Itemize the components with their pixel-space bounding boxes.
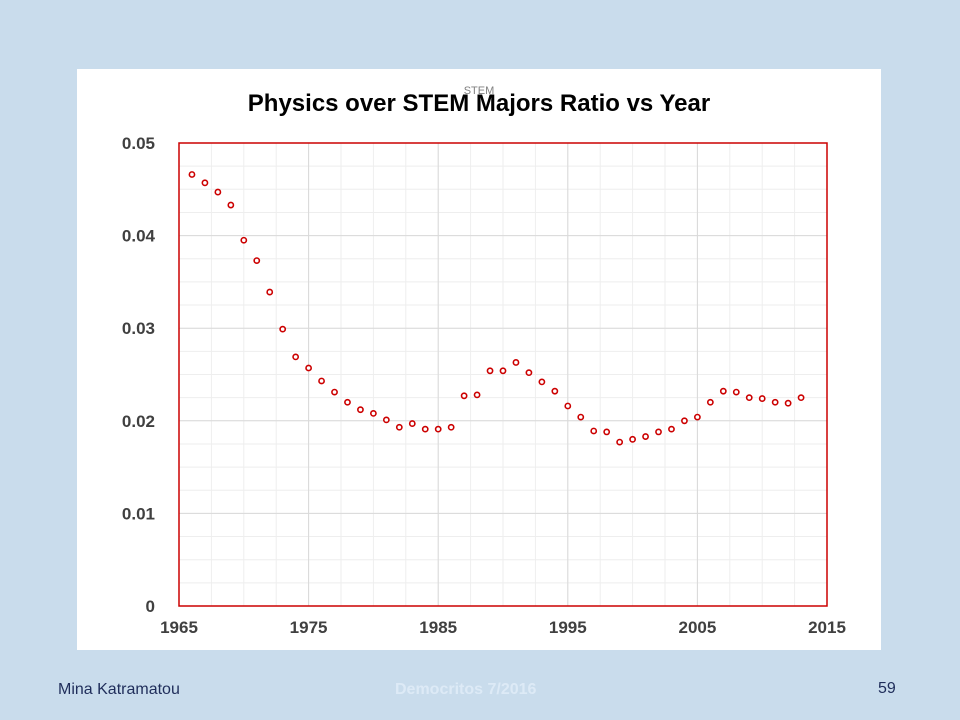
page-number: 59	[878, 680, 896, 697]
data-point	[305, 364, 312, 372]
grid-layer	[178, 142, 828, 607]
data-point	[758, 395, 766, 402]
data-point	[499, 367, 507, 375]
data-point	[460, 392, 468, 400]
data-point	[201, 179, 209, 187]
data-point	[732, 388, 740, 396]
x-tick-label: 2005	[678, 618, 716, 637]
chart-panel: 0 0.01 0.02 0.03 0.04 0.05 1965 1975 1985 1995 200…	[77, 69, 881, 650]
data-point	[668, 425, 675, 433]
data-point	[331, 388, 338, 396]
data-point	[395, 423, 403, 431]
title-superscript-note: STEM	[464, 85, 495, 97]
y-tick-label: 0.05	[122, 134, 155, 153]
data-point	[318, 377, 325, 385]
footer-author: Mina Katramatou	[58, 681, 180, 698]
data-point	[577, 413, 585, 421]
data-point	[642, 433, 649, 440]
x-tick-label: 1985	[419, 618, 457, 637]
chart-title: Physics over STEM Majors Ratio vs Year	[248, 90, 710, 117]
data-point	[253, 257, 261, 265]
data-point	[745, 394, 753, 402]
data-point	[369, 409, 377, 417]
data-point	[421, 425, 429, 433]
data-point	[564, 402, 572, 410]
data-point	[214, 188, 222, 196]
data-point	[538, 378, 546, 386]
data-point	[266, 288, 274, 296]
data-point	[797, 394, 805, 402]
data-point	[512, 359, 520, 366]
data-point	[434, 425, 442, 433]
y-tick-label: 0.04	[122, 227, 156, 246]
data-point	[344, 398, 351, 406]
data-point	[655, 428, 662, 436]
data-point	[603, 428, 611, 436]
y-tick-label: 0.03	[122, 319, 155, 338]
data-point	[784, 399, 792, 407]
data-point	[447, 423, 455, 431]
data-point	[681, 417, 688, 425]
data-point	[590, 427, 598, 435]
y-tick-label: 0.01	[122, 504, 155, 523]
data-point	[694, 413, 701, 421]
data-point	[279, 325, 287, 333]
data-point	[408, 420, 416, 427]
data-point	[719, 387, 727, 395]
x-tick-label: 1965	[160, 618, 198, 637]
data-point	[771, 398, 779, 406]
plot-area-border	[178, 142, 828, 607]
data-point	[227, 201, 235, 209]
y-tick-label: 0.02	[122, 412, 155, 431]
data-point	[473, 391, 481, 399]
data-point	[357, 406, 364, 414]
data-point	[486, 367, 494, 375]
data-point	[629, 435, 636, 443]
x-tick-label: 2015	[808, 618, 846, 637]
footer-event: Democritos 7/2016	[395, 681, 537, 698]
data-point	[240, 236, 248, 244]
tick-labels: 0 0.01 0.02 0.03 0.04 0.05 1965 1975 1985 1995 200…	[122, 134, 846, 637]
scatter-chart: 0 0.01 0.02 0.03 0.04 0.05 1965 1975 1985 1995 200…	[122, 85, 846, 637]
data-point	[188, 171, 196, 178]
data-point	[292, 353, 300, 361]
x-tick-label: 1975	[290, 618, 328, 637]
data-point	[551, 387, 559, 395]
x-tick-label: 1995	[549, 618, 587, 637]
y-tick-label: 0	[146, 597, 155, 616]
data-point	[706, 398, 714, 406]
data-points	[188, 171, 805, 446]
data-point	[525, 369, 533, 377]
data-point	[382, 416, 390, 424]
data-point	[616, 438, 624, 446]
